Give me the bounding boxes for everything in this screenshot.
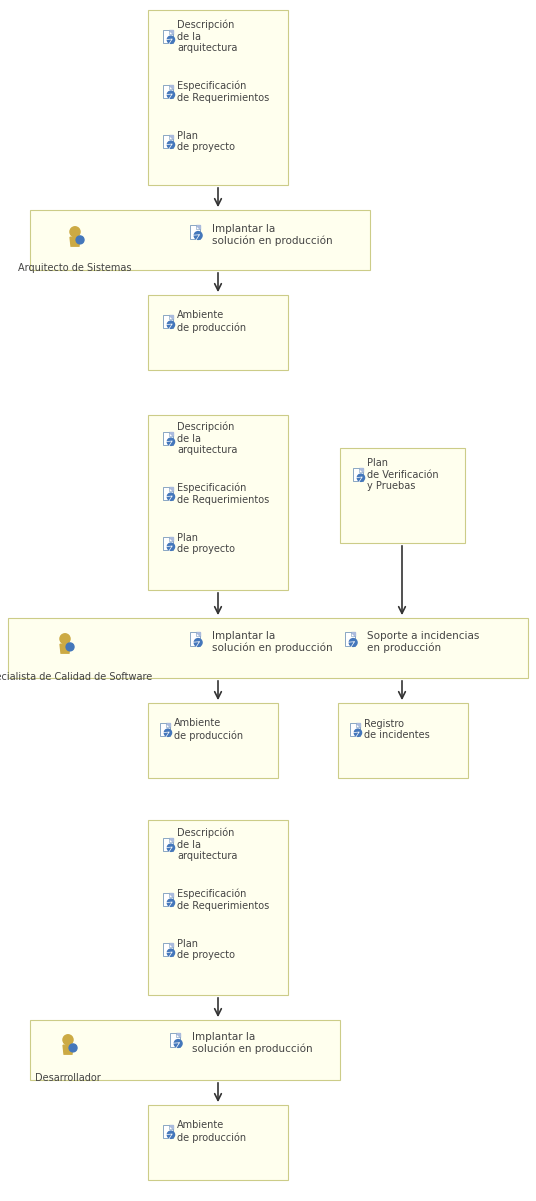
Circle shape — [167, 141, 175, 149]
FancyBboxPatch shape — [190, 632, 200, 646]
Circle shape — [76, 235, 84, 244]
Circle shape — [69, 1044, 77, 1052]
Circle shape — [194, 232, 202, 239]
Text: Soporte a incidencias
en producción: Soporte a incidencias en producción — [367, 631, 479, 653]
Text: Desarrollador: Desarrollador — [35, 1072, 101, 1083]
Text: Descripción
de la
arquitectura: Descripción de la arquitectura — [177, 422, 237, 455]
Polygon shape — [169, 432, 173, 436]
Circle shape — [167, 36, 175, 43]
Polygon shape — [351, 632, 355, 635]
Text: Implantar la
solución en producción: Implantar la solución en producción — [212, 223, 333, 246]
Circle shape — [167, 1131, 175, 1139]
Polygon shape — [359, 468, 363, 472]
FancyBboxPatch shape — [163, 943, 173, 956]
Polygon shape — [169, 315, 173, 318]
Text: Plan
de proyecto: Plan de proyecto — [177, 939, 235, 961]
FancyBboxPatch shape — [163, 135, 173, 148]
Polygon shape — [356, 723, 360, 727]
FancyBboxPatch shape — [340, 448, 465, 543]
FancyBboxPatch shape — [163, 432, 173, 446]
FancyBboxPatch shape — [163, 894, 173, 906]
Circle shape — [167, 949, 175, 956]
Circle shape — [167, 844, 175, 852]
Polygon shape — [60, 644, 70, 653]
Circle shape — [167, 494, 175, 501]
Polygon shape — [196, 225, 200, 229]
FancyBboxPatch shape — [160, 723, 170, 736]
Polygon shape — [169, 894, 173, 897]
FancyBboxPatch shape — [163, 315, 173, 328]
Circle shape — [358, 474, 364, 482]
Text: Especificación
de Requerimientos: Especificación de Requerimientos — [177, 889, 270, 910]
FancyBboxPatch shape — [30, 210, 370, 270]
Polygon shape — [169, 135, 173, 138]
Text: Especialista de Calidad de Software: Especialista de Calidad de Software — [0, 673, 152, 682]
Circle shape — [167, 543, 175, 550]
Text: Plan
de proyecto: Plan de proyecto — [177, 131, 235, 153]
Circle shape — [167, 91, 175, 98]
FancyBboxPatch shape — [148, 416, 288, 590]
Text: Registro
de incidentes: Registro de incidentes — [364, 718, 430, 740]
Circle shape — [66, 643, 74, 651]
Polygon shape — [166, 723, 170, 727]
Polygon shape — [169, 943, 173, 946]
Text: Implantar la
solución en producción: Implantar la solución en producción — [212, 631, 333, 653]
FancyBboxPatch shape — [170, 1033, 180, 1047]
FancyBboxPatch shape — [30, 1020, 340, 1080]
Polygon shape — [169, 30, 173, 34]
FancyBboxPatch shape — [163, 486, 173, 500]
Text: Especificación
de Requerimientos: Especificación de Requerimientos — [177, 80, 270, 102]
FancyBboxPatch shape — [163, 30, 173, 43]
FancyBboxPatch shape — [163, 1125, 173, 1139]
Circle shape — [60, 634, 70, 644]
Polygon shape — [176, 1033, 180, 1036]
FancyBboxPatch shape — [353, 468, 363, 480]
FancyBboxPatch shape — [148, 10, 288, 185]
Circle shape — [167, 438, 175, 446]
Text: Implantar la
solución en producción: Implantar la solución en producción — [192, 1032, 312, 1054]
FancyBboxPatch shape — [148, 295, 288, 370]
Text: Plan
de proyecto: Plan de proyecto — [177, 533, 235, 555]
FancyBboxPatch shape — [148, 820, 288, 994]
Polygon shape — [196, 632, 200, 635]
Text: Descripción
de la
arquitectura: Descripción de la arquitectura — [177, 827, 237, 861]
Circle shape — [354, 729, 362, 736]
FancyBboxPatch shape — [350, 723, 360, 736]
Circle shape — [174, 1040, 182, 1047]
Text: Especificación
de Requerimientos: Especificación de Requerimientos — [177, 483, 270, 504]
Circle shape — [167, 900, 175, 907]
FancyBboxPatch shape — [163, 838, 173, 852]
Circle shape — [349, 639, 357, 646]
Circle shape — [194, 639, 202, 646]
FancyBboxPatch shape — [345, 632, 355, 646]
Polygon shape — [63, 1045, 73, 1054]
Polygon shape — [169, 486, 173, 491]
FancyBboxPatch shape — [163, 85, 173, 98]
FancyBboxPatch shape — [163, 537, 173, 550]
Polygon shape — [169, 838, 173, 842]
FancyBboxPatch shape — [190, 225, 200, 239]
Text: Ambiente
de producción: Ambiente de producción — [177, 1121, 246, 1142]
Text: Descripción
de la
arquitectura: Descripción de la arquitectura — [177, 19, 237, 53]
Polygon shape — [169, 85, 173, 89]
Text: Plan
de Verificación
y Pruebas: Plan de Verificación y Pruebas — [367, 458, 439, 491]
Text: Arquitecto de Sistemas: Arquitecto de Sistemas — [18, 263, 132, 273]
Circle shape — [70, 227, 80, 237]
Text: Ambiente
de producción: Ambiente de producción — [177, 310, 246, 333]
FancyBboxPatch shape — [148, 703, 278, 778]
Text: Ambiente
de producción: Ambiente de producción — [174, 718, 243, 741]
Circle shape — [167, 321, 175, 328]
FancyBboxPatch shape — [338, 703, 468, 778]
Polygon shape — [70, 238, 80, 246]
FancyBboxPatch shape — [148, 1105, 288, 1181]
Polygon shape — [169, 537, 173, 540]
FancyBboxPatch shape — [8, 619, 528, 679]
Polygon shape — [169, 1125, 173, 1129]
Circle shape — [165, 729, 172, 736]
Circle shape — [63, 1035, 73, 1045]
